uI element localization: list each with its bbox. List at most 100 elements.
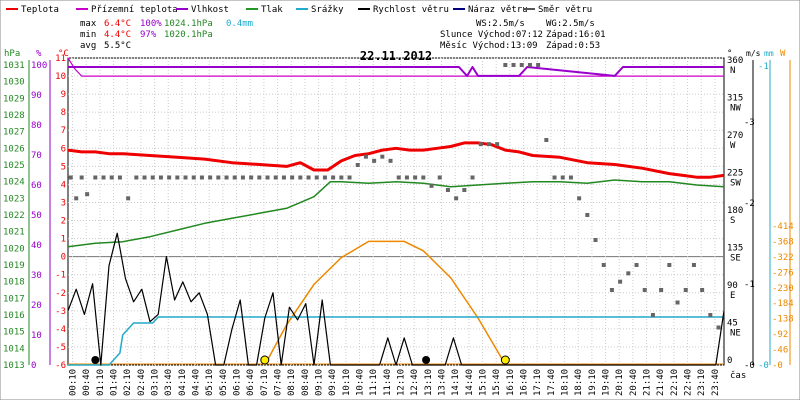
axis-sol-tick: -0 <box>772 361 783 371</box>
wind-direction-point <box>568 175 573 180</box>
x-tick-label: 03:40 <box>164 369 174 396</box>
wind-direction-point <box>429 183 434 188</box>
x-tick-label: 02:10 <box>123 369 133 396</box>
axis-pct-tick: 10 <box>31 331 42 341</box>
wind-direction-point <box>486 142 491 147</box>
wind-direction-point <box>380 154 385 159</box>
axis-hpa-tick: 1024 <box>3 178 25 188</box>
wind-direction-point <box>216 175 221 180</box>
x-tick-label: 23:40 <box>711 369 721 396</box>
axis-dir-compass: E <box>730 291 735 301</box>
axis-hpa-tick: 1025 <box>3 161 25 171</box>
stats-avg-temp: 5.5°C <box>104 41 131 51</box>
wind-direction-point <box>716 325 721 330</box>
series-3-line <box>67 179 725 248</box>
axis-hpa-tick: 1014 <box>3 344 25 354</box>
axis-temp-tick: 7 <box>61 126 66 136</box>
wind-direction-point <box>281 175 286 180</box>
wind-direction-point <box>142 175 147 180</box>
wind-direction-point <box>413 175 418 180</box>
moon-marker <box>91 356 100 364</box>
wind-direction-point <box>265 175 270 180</box>
wind-direction-point <box>618 279 623 284</box>
x-tick-label: 23:10 <box>697 369 707 396</box>
series-5-line <box>67 232 725 366</box>
axis-hpa-tick: 1018 <box>3 278 25 288</box>
axis-hpa-tick: 1020 <box>3 244 25 254</box>
wind-direction-point <box>85 192 90 197</box>
axis-dir-tick: 360 <box>727 56 743 66</box>
axis-wind-unit: m/s <box>746 49 761 58</box>
axis-dir-tick: 270 <box>727 131 743 141</box>
legend-label: Tlak <box>261 5 283 15</box>
axis-wind-tick: -0 <box>744 361 755 371</box>
x-tick-label: 18:10 <box>561 369 571 396</box>
axis-dir-tick: 0 <box>727 356 732 366</box>
sunrise-sunset-marker <box>500 355 510 365</box>
wind-direction-point <box>536 63 541 67</box>
wind-direction-point <box>577 196 582 201</box>
x-tick-label: 07:10 <box>260 369 270 396</box>
x-tick-label: 10:40 <box>356 369 366 396</box>
axis-pct-tick: 0 <box>31 361 36 371</box>
x-tick-label: 00:40 <box>82 369 92 396</box>
stats-min-press: 1020.1hPa <box>164 30 213 40</box>
axis-pct-tick: 50 <box>31 211 42 221</box>
wind-direction-point <box>667 263 672 267</box>
wind-direction-point <box>396 175 401 180</box>
axis-temp-tick: -6 <box>55 361 66 371</box>
axis-sol-tick: -322 <box>772 253 794 263</box>
series-2-line <box>68 66 724 77</box>
axis-wind-tick: -2 <box>744 199 755 209</box>
wind-direction-point <box>503 63 508 67</box>
x-tick-label: 08:10 <box>287 369 297 396</box>
axis-temp-tick: 1 <box>61 235 66 245</box>
wind-direction-point <box>511 63 516 67</box>
wind-direction-point <box>700 288 705 292</box>
axis-dir-compass: S <box>730 216 735 226</box>
x-tick-label: 13:40 <box>438 369 448 396</box>
wind-direction-point <box>183 175 188 180</box>
wind-direction-point <box>191 175 196 180</box>
axis-temp-tick: -5 <box>55 343 66 353</box>
wind-direction-point <box>101 175 106 180</box>
axis-temp-tick: -3 <box>55 307 66 317</box>
wind-direction-point <box>322 175 327 180</box>
wind-direction-point <box>519 63 524 67</box>
x-tick-label: 06:10 <box>233 369 243 396</box>
wind-direction-point <box>93 175 98 180</box>
x-tick-label: 14:10 <box>451 369 461 396</box>
stats-wg: WG:2.5m/s <box>546 19 595 29</box>
axis-dir-tick: 225 <box>727 169 743 179</box>
wind-direction-point <box>544 138 549 142</box>
wind-direction-point <box>691 263 696 267</box>
axis-dir-compass: W <box>730 141 736 151</box>
axis-dir-unit: ° <box>727 49 732 59</box>
wind-direction-point <box>454 196 459 201</box>
axis-hpa-tick: 1019 <box>3 261 25 271</box>
x-tick-label: 12:40 <box>410 369 420 396</box>
wind-direction-point <box>355 163 360 167</box>
stats-max-press: 1024.1hPa <box>164 19 213 29</box>
wind-direction-point <box>232 175 237 180</box>
axis-temp-tick: 0 <box>61 253 66 263</box>
x-tick-label: 13:10 <box>424 369 434 396</box>
wind-direction-point <box>208 175 213 180</box>
axis-temp-tick: 4 <box>61 180 66 190</box>
axis-sol-tick: -368 <box>772 237 794 247</box>
axis-rain-tick: -1 <box>758 62 769 72</box>
wind-direction-point <box>331 175 336 180</box>
axis-sol-tick: -414 <box>772 222 794 232</box>
wind-direction-point <box>257 175 262 180</box>
wind-direction-point <box>388 158 393 163</box>
series-0-line <box>67 141 725 179</box>
axis-hpa-tick: 1029 <box>3 94 25 104</box>
axis-pct-unit: % <box>36 49 42 59</box>
stats-sun-set: Západ:16:01 <box>546 30 606 40</box>
stats-moon-set: Západ:0:53 <box>546 41 600 51</box>
wind-direction-point <box>445 188 450 192</box>
x-axis-label: čas <box>730 370 746 381</box>
wind-direction-point <box>240 175 245 180</box>
axis-sol-tick: -184 <box>772 299 794 309</box>
legend-label: Směr větru <box>538 5 592 15</box>
